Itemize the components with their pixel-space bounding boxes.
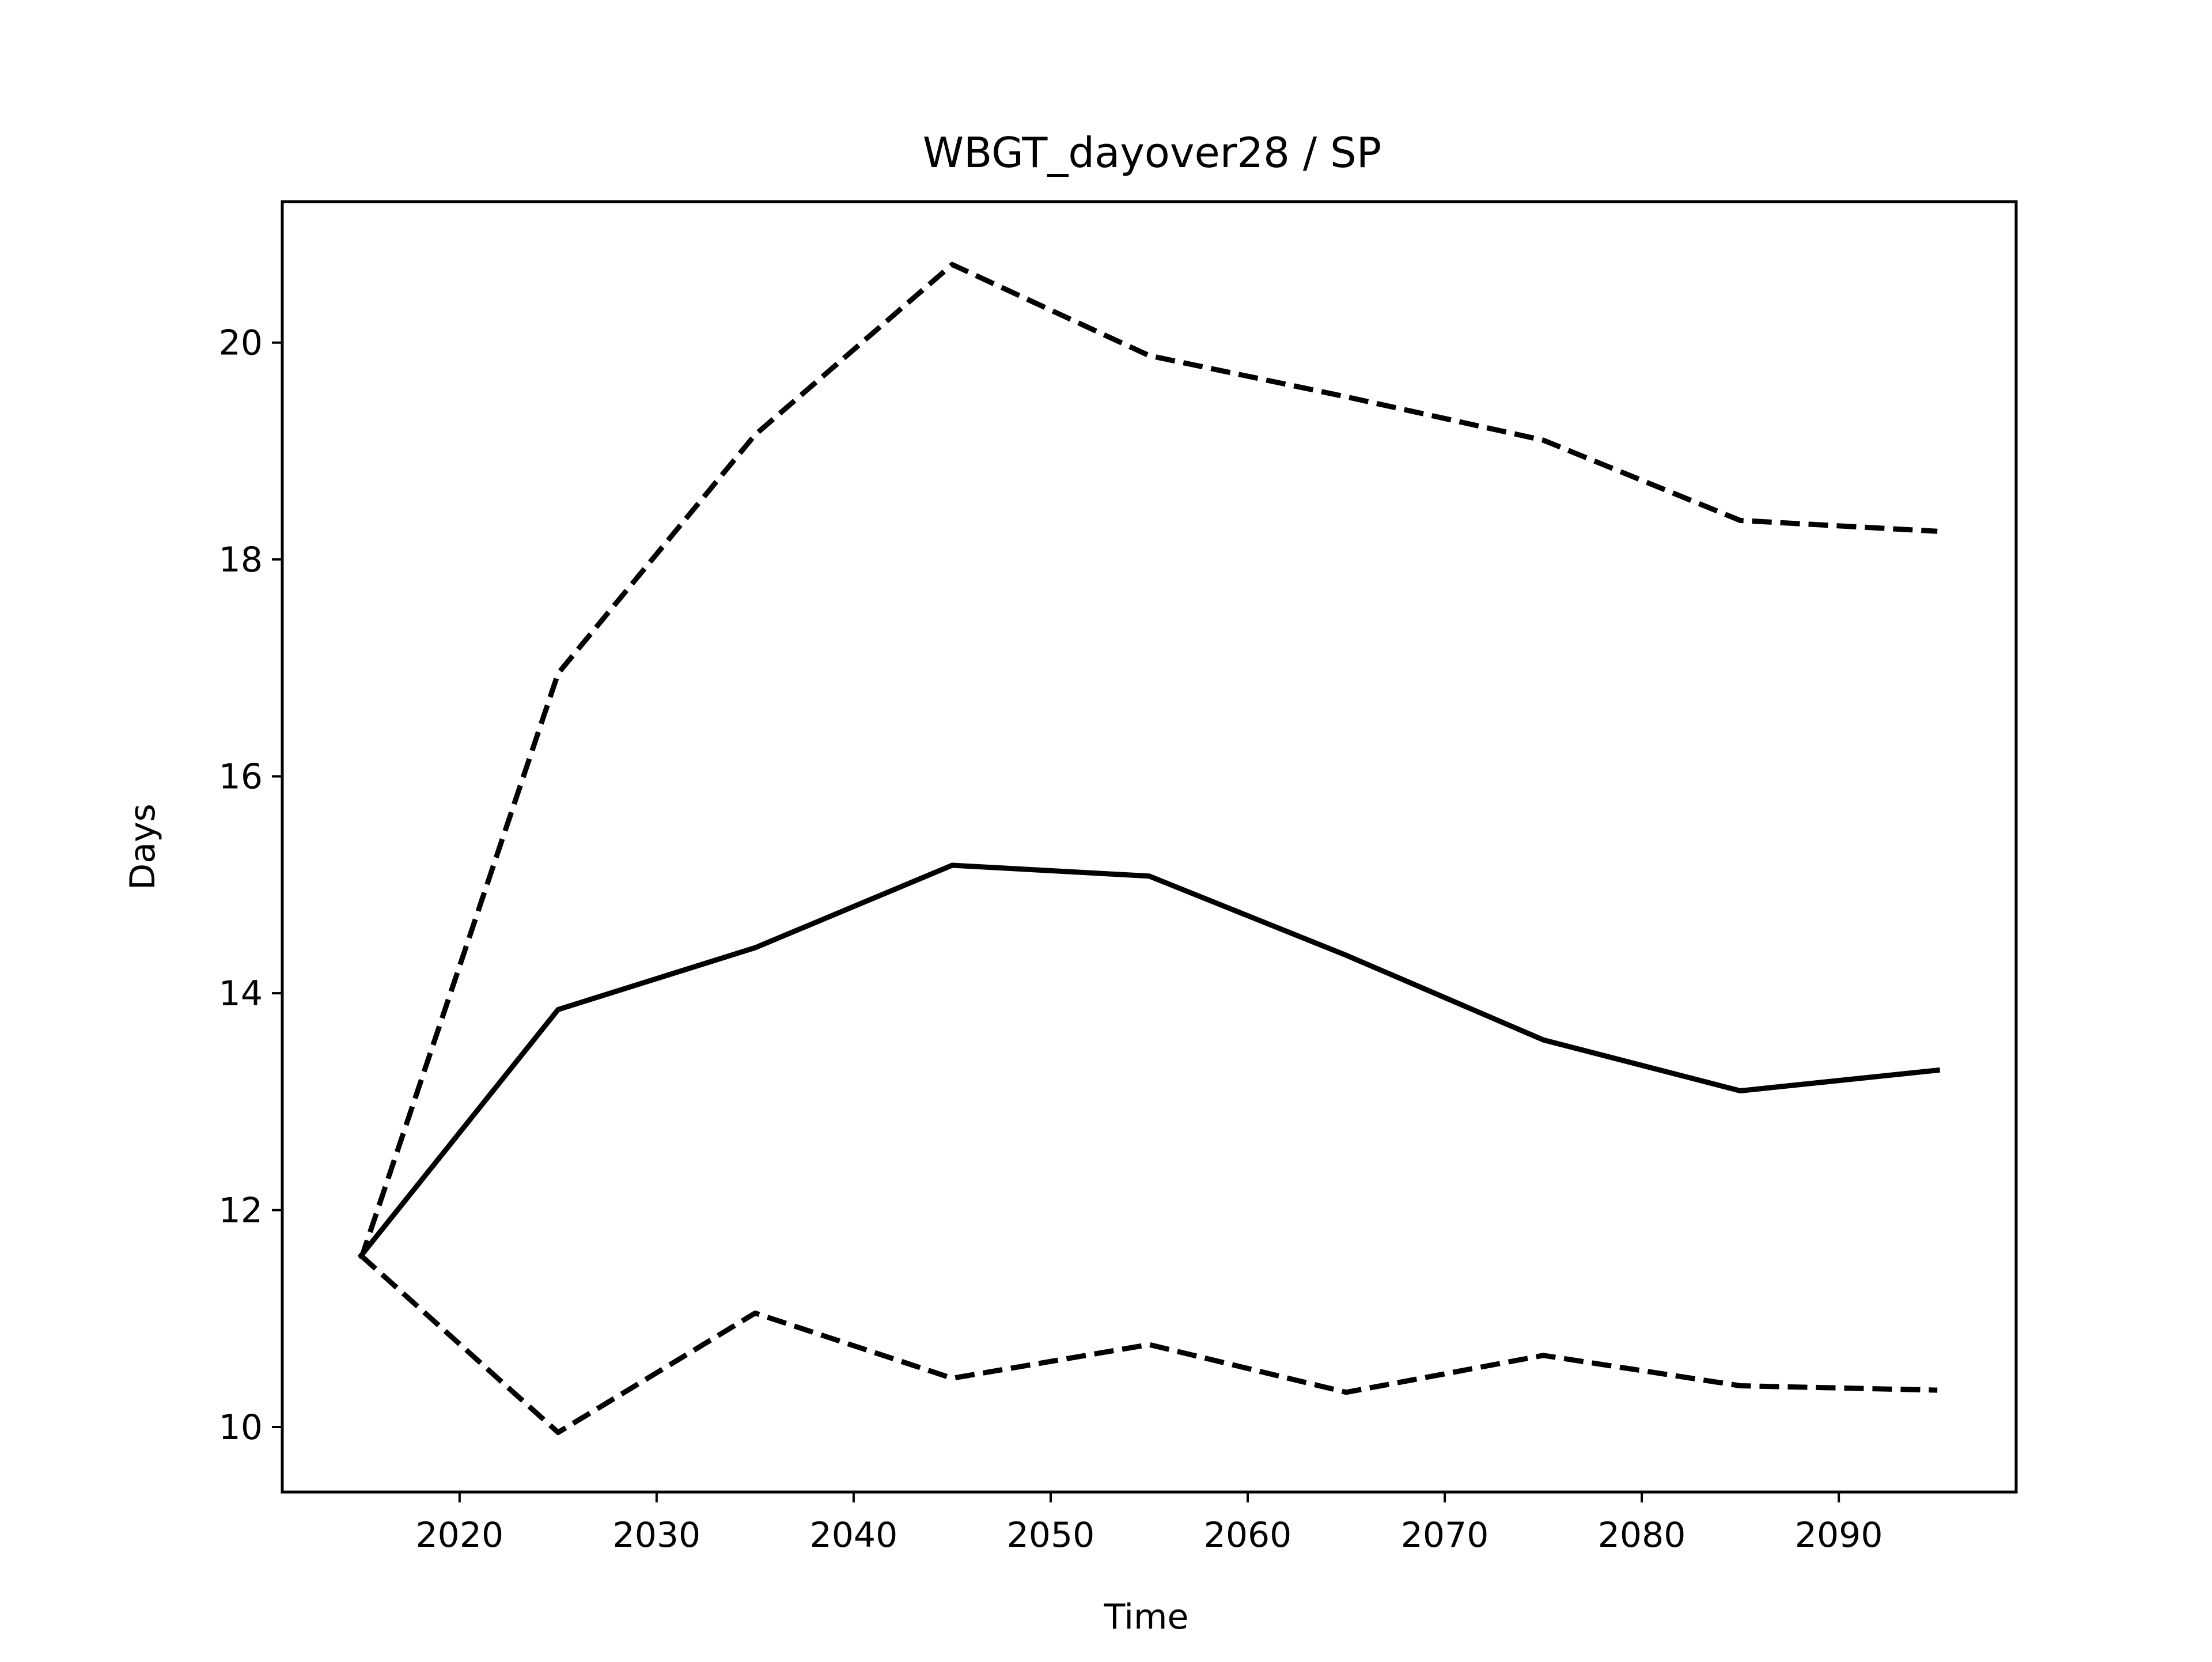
y-axis: 10 12 14 16 18 20 bbox=[219, 323, 282, 1448]
y-tick-label-12: 12 bbox=[219, 1191, 263, 1231]
series-line-1-dashed bbox=[358, 262, 1938, 1260]
plot-frame bbox=[281, 200, 2018, 1494]
x-axis-label: Time bbox=[1104, 1597, 1189, 1637]
x-tick-label-2090: 2090 bbox=[1795, 1515, 1883, 1555]
chart-title: WBGT_dayover28 / SP bbox=[923, 128, 1381, 177]
x-tick-label-2060: 2060 bbox=[1204, 1515, 1292, 1555]
y-tick-label-20: 20 bbox=[219, 323, 263, 364]
y-axis-label: Days bbox=[123, 804, 163, 890]
x-tick-label-2080: 2080 bbox=[1598, 1515, 1686, 1555]
series-line-2-solid bbox=[357, 862, 1941, 1259]
x-tick-label-2040: 2040 bbox=[810, 1515, 898, 1555]
x-tick-label-2070: 2070 bbox=[1401, 1515, 1489, 1555]
y-tick-label-18: 18 bbox=[219, 540, 263, 580]
x-axis: 2020 2030 2040 2050 2060 2070 2080 2090 bbox=[415, 1492, 1883, 1555]
y-tick-label-10: 10 bbox=[219, 1407, 263, 1448]
series-line-3-dashed bbox=[359, 1254, 1938, 1435]
y-tick-label-14: 14 bbox=[219, 974, 263, 1014]
x-tick-label-2020: 2020 bbox=[415, 1515, 503, 1555]
y-tick-label-16: 16 bbox=[219, 757, 263, 797]
x-tick-label-2030: 2030 bbox=[613, 1515, 701, 1555]
series-layer bbox=[357, 262, 1941, 1435]
x-tick-label-2050: 2050 bbox=[1007, 1515, 1095, 1555]
